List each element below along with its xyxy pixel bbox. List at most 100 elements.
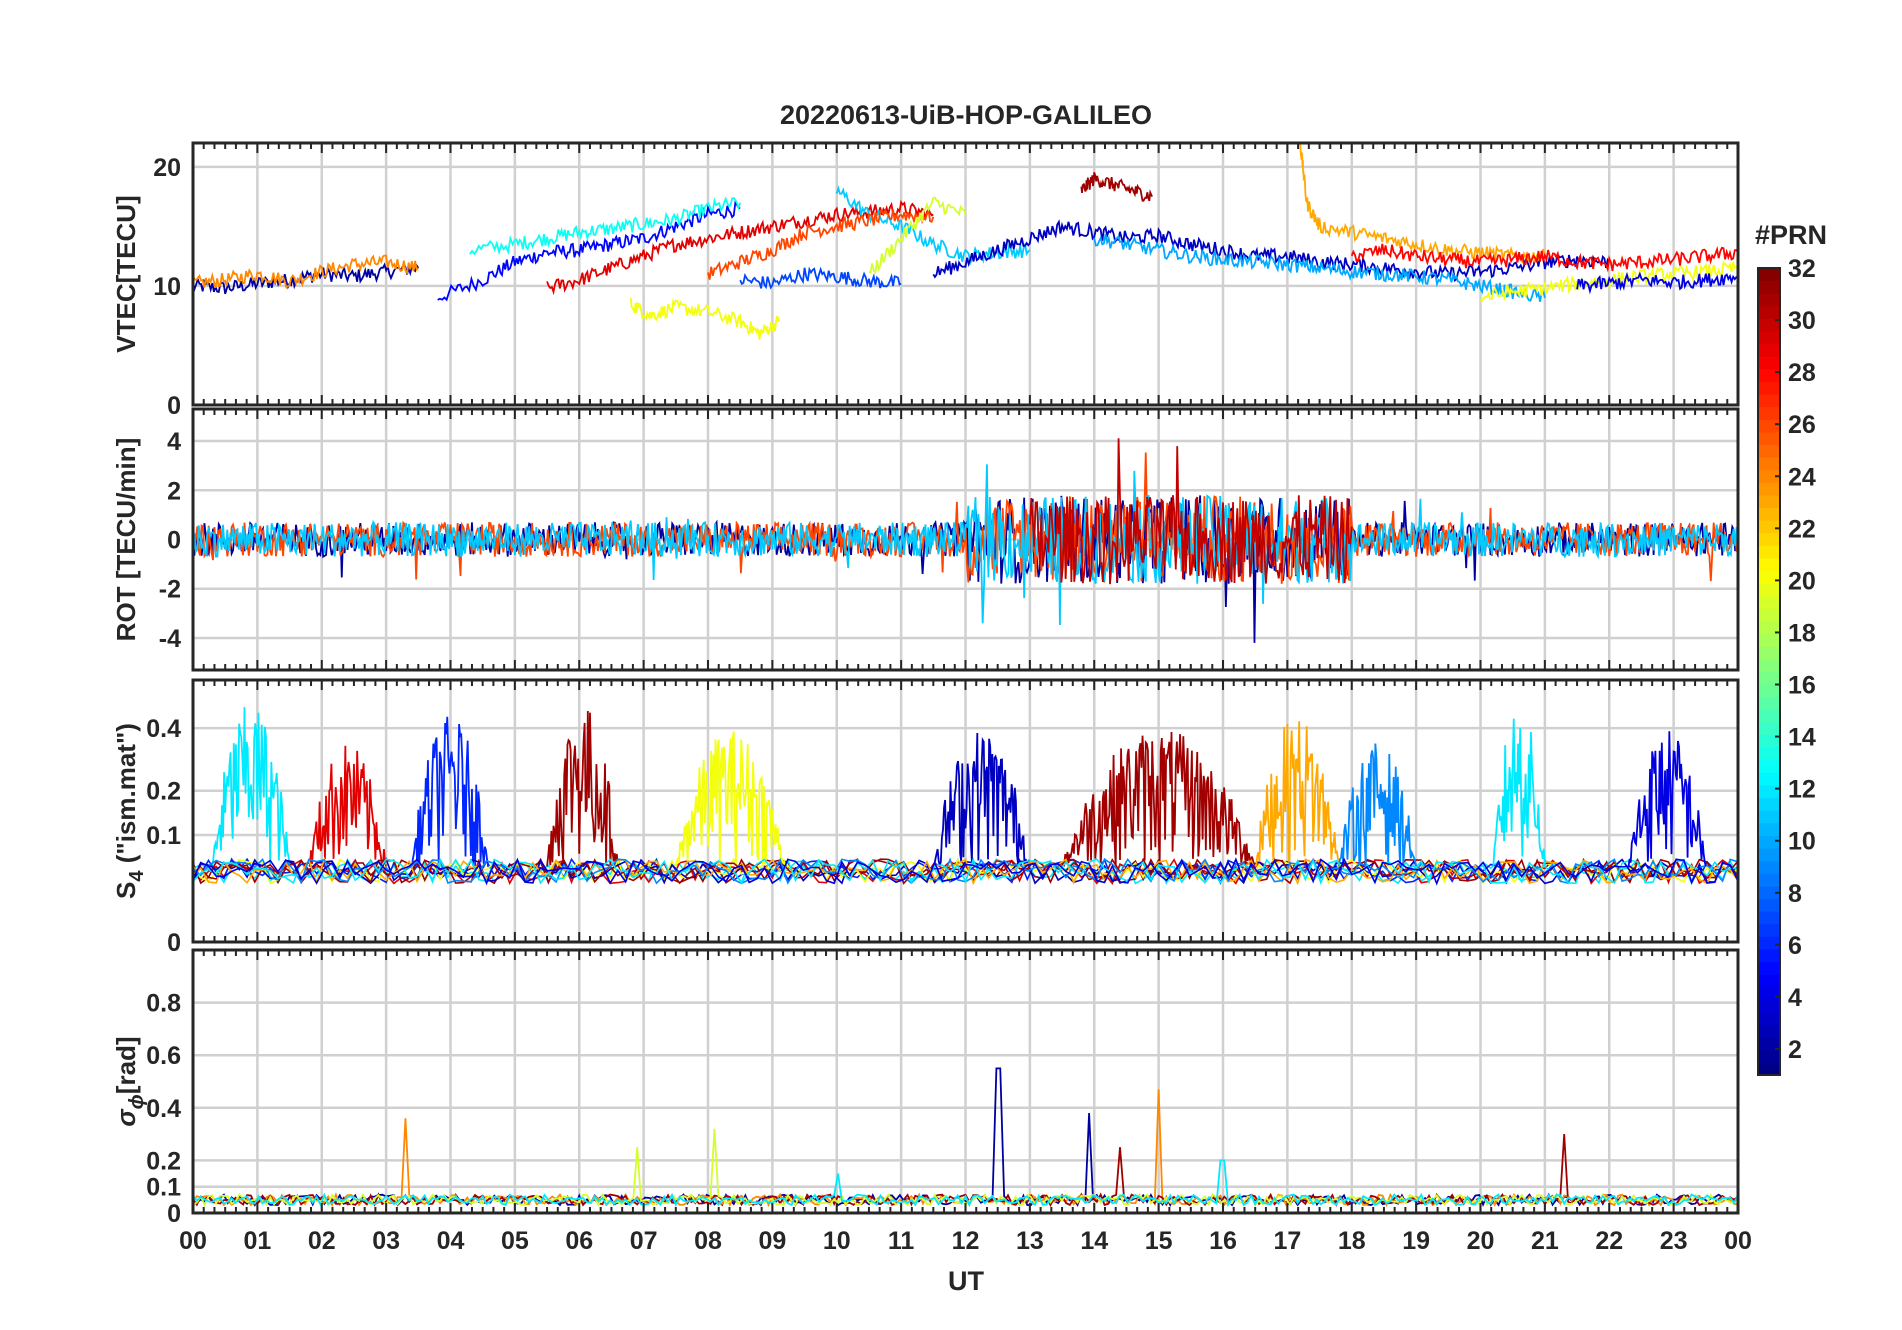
colorbar-segment xyxy=(1758,658,1780,672)
x-tick-label: 23 xyxy=(1660,1227,1688,1255)
panel-3: 0 0.1 0.2 0.4S4 ("ism.mat") xyxy=(111,678,1740,957)
y-tick-label: 0.1 xyxy=(146,1174,181,1202)
colorbar-segment xyxy=(1758,1062,1780,1076)
colorbar-segment xyxy=(1758,999,1780,1013)
series-prn-26 xyxy=(707,208,935,280)
colorbar-segment xyxy=(1758,923,1780,937)
colorbar-segment xyxy=(1758,696,1780,710)
colorbar-segment xyxy=(1758,558,1780,572)
x-tick-label: 07 xyxy=(630,1227,658,1255)
series-prn-7 xyxy=(739,266,902,290)
colorbar-frame xyxy=(1757,267,1781,1076)
series-prn-11 xyxy=(193,464,1738,626)
colorbar-segment xyxy=(1758,936,1780,950)
colorbar-segment xyxy=(1758,293,1780,307)
colorbar-tick-label: 20 xyxy=(1788,567,1816,595)
series-baseline-prn-20 xyxy=(193,857,1738,885)
y-tick-label: 0.2 xyxy=(146,1147,181,1175)
series-prn-31 xyxy=(546,710,619,867)
series-group xyxy=(193,438,1738,643)
chart-title: 20220613-UiB-HOP-GALILEO xyxy=(780,100,1152,130)
colorbar-segment xyxy=(1758,1011,1780,1026)
colorbar-segment xyxy=(1758,772,1780,786)
colorbar-segment xyxy=(1758,747,1780,761)
colorbar-segment xyxy=(1758,331,1780,345)
series-prn-23 xyxy=(1254,721,1340,868)
series-prn-3 xyxy=(932,219,1610,283)
series-prn-2 xyxy=(193,261,420,295)
x-tick-label: 20 xyxy=(1467,1227,1495,1255)
colorbar-tick-label: 32 xyxy=(1788,255,1816,283)
x-tick-label: 04 xyxy=(437,1227,465,1255)
colorbar-tick-label: 8 xyxy=(1788,880,1802,908)
y-tick-label: 0.6 xyxy=(146,1042,181,1070)
series-group xyxy=(193,707,1738,886)
y-tick-label: 10 xyxy=(153,273,181,301)
series-prn-10 xyxy=(1093,233,1546,302)
colorbar-segment xyxy=(1758,494,1780,509)
colorbar-segment xyxy=(1758,356,1780,370)
series-baseline-prn-4 xyxy=(193,857,1738,886)
colorbar-segment xyxy=(1758,507,1780,521)
colorbar-segment xyxy=(1758,835,1780,849)
series-prn-12 xyxy=(1492,718,1546,867)
series-prn-20 xyxy=(629,297,780,340)
series-prn-5 xyxy=(437,200,741,302)
y-tick-label: -4 xyxy=(159,625,181,653)
colorbar-tick-label: 24 xyxy=(1788,463,1816,491)
x-tick-label: 08 xyxy=(694,1227,722,1255)
colorbar-tick-label: 10 xyxy=(1788,828,1816,856)
colorbar-segment xyxy=(1758,646,1780,660)
colorbar-segment xyxy=(1758,885,1780,899)
y-tick-label: 0.4 xyxy=(146,1095,181,1123)
x-tick-label: 11 xyxy=(888,1227,915,1255)
panel-1: 0 10 20 VTEC[TECU] xyxy=(111,141,1740,420)
colorbar-segment xyxy=(1758,318,1780,332)
y-tick-label: 20 xyxy=(153,154,181,182)
x-tick-label: 02 xyxy=(308,1227,336,1255)
x-tick-label: 01 xyxy=(243,1227,271,1255)
colorbar-segment xyxy=(1758,948,1780,963)
colorbar-label: #PRN xyxy=(1755,220,1827,250)
x-tick-label: 05 xyxy=(501,1227,529,1255)
colorbar-tick-label: 16 xyxy=(1788,672,1816,700)
colorbar-segment xyxy=(1758,974,1780,988)
colorbar-segment xyxy=(1758,482,1780,496)
y-tick-label: 0.2 xyxy=(146,778,181,806)
colorbar-segment xyxy=(1758,419,1780,433)
y-tick-label: 0 xyxy=(167,929,181,957)
x-tick-label: 14 xyxy=(1080,1227,1108,1255)
series-prn-4 xyxy=(1576,271,1738,295)
colorbar-segment xyxy=(1758,911,1780,925)
y-tick-label: 0 xyxy=(167,1200,181,1228)
colorbar-segment xyxy=(1758,709,1780,723)
series-prn-23 xyxy=(1299,143,1546,264)
series-prn-13 xyxy=(469,196,742,256)
colorbar-tick-label: 28 xyxy=(1788,359,1816,387)
colorbar-segment xyxy=(1758,368,1780,382)
colorbar-segment xyxy=(1758,545,1780,559)
x-axis-label: UT xyxy=(948,1266,984,1296)
colorbar-segment xyxy=(1758,873,1780,887)
y-axis-label: ROT [TECU/min] xyxy=(111,438,141,642)
x-tick-label: 17 xyxy=(1273,1227,1301,1255)
series-prn-31 xyxy=(1080,172,1153,202)
colorbar-tick-label: 22 xyxy=(1788,515,1816,543)
colorbar-segment xyxy=(1758,671,1780,685)
series-prn-31 xyxy=(1061,731,1256,868)
colorbar-segment xyxy=(1758,381,1780,395)
colorbar-tick-label: 2 xyxy=(1788,1036,1802,1064)
series-prn-24 xyxy=(193,254,419,290)
series-prn-12 xyxy=(193,1159,1738,1208)
colorbar-segment xyxy=(1758,1024,1780,1038)
colorbar-segment xyxy=(1758,961,1780,975)
x-tick-label: 00 xyxy=(179,1227,207,1255)
colorbar-tick-label: 30 xyxy=(1788,307,1816,335)
colorbar-segment xyxy=(1758,583,1780,597)
colorbar-segment xyxy=(1758,860,1780,874)
y-axis-label: VTEC[TECU] xyxy=(111,195,141,352)
colorbar-segment xyxy=(1758,394,1780,408)
colorbar-segment xyxy=(1758,1049,1780,1063)
colorbar-segment xyxy=(1758,305,1780,319)
